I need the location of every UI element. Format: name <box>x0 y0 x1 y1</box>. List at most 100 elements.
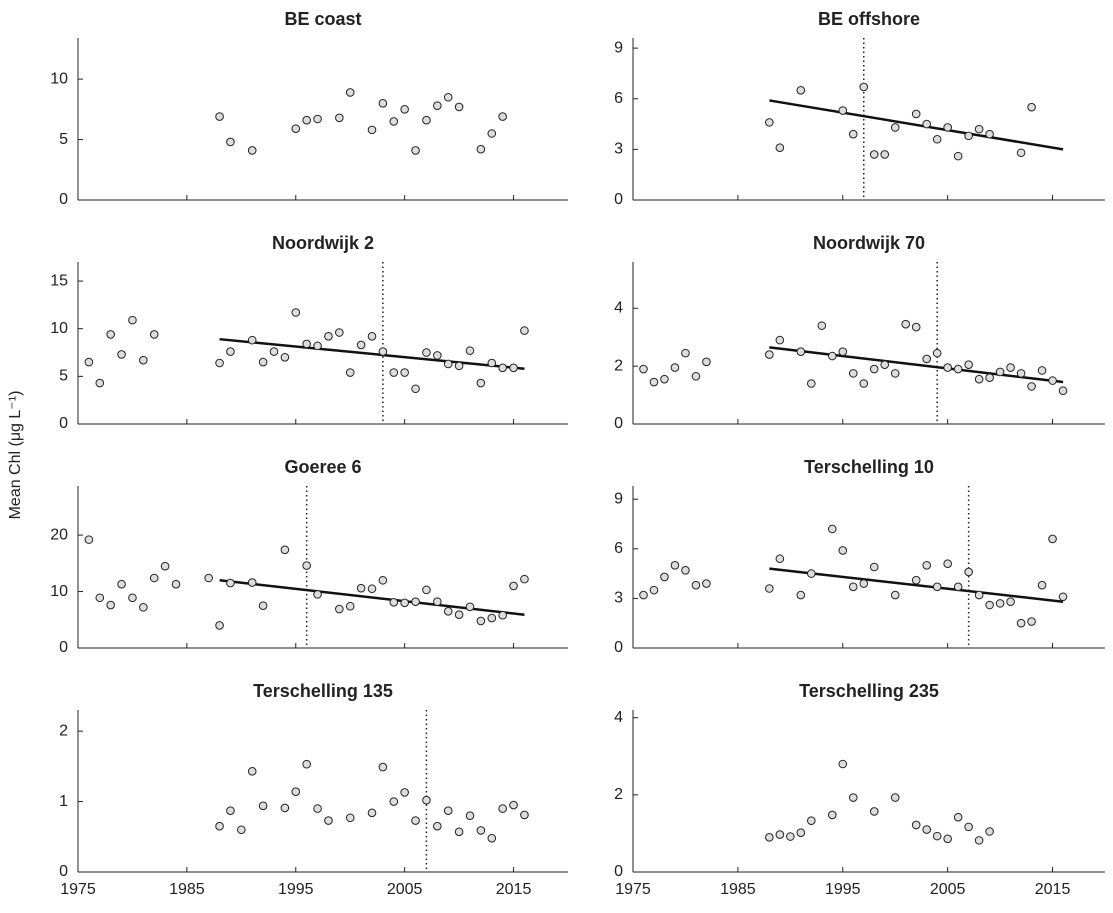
data-point <box>964 822 973 832</box>
data-point <box>160 561 170 571</box>
data-point <box>106 600 115 610</box>
data-point <box>247 766 257 776</box>
data-point <box>1058 386 1068 396</box>
data-point <box>691 371 701 381</box>
data-point <box>302 561 311 570</box>
panel-title: Terschelling 135 <box>253 681 393 701</box>
data-point <box>454 610 464 619</box>
data-point <box>827 351 837 361</box>
data-point <box>670 363 680 372</box>
data-point <box>848 369 858 378</box>
data-point <box>356 583 366 593</box>
data-point <box>1048 534 1057 544</box>
data-point <box>498 610 507 620</box>
data-point <box>411 384 420 394</box>
data-point <box>869 807 879 816</box>
data-point <box>890 590 900 600</box>
data-point <box>922 354 931 364</box>
data-point <box>995 367 1005 377</box>
data-point <box>1016 369 1026 378</box>
data-point <box>660 572 669 582</box>
data-point <box>953 812 963 822</box>
data-point <box>702 579 711 588</box>
data-point <box>302 339 311 349</box>
data-point <box>775 143 785 152</box>
data-point <box>411 146 420 155</box>
data-point <box>356 340 366 350</box>
panel-title: BE offshore <box>818 9 920 29</box>
data-point <box>859 82 869 92</box>
data-point <box>765 118 774 127</box>
y-tick-label: 6 <box>614 90 623 107</box>
y-tick-label: 6 <box>614 540 623 557</box>
data-point <box>932 582 942 592</box>
x-tick-label: 2005 <box>387 881 423 898</box>
y-tick-label: 0 <box>59 191 68 208</box>
data-point <box>280 352 290 362</box>
data-point <box>1006 363 1015 372</box>
data-point <box>389 597 399 607</box>
data-point <box>848 582 858 592</box>
x-tick-label: 2015 <box>1035 881 1071 898</box>
trend-line <box>769 99 1064 151</box>
data-point <box>827 810 837 820</box>
data-point <box>911 322 921 332</box>
data-point <box>313 590 322 599</box>
data-point <box>454 361 464 371</box>
data-point <box>932 831 942 841</box>
data-point <box>639 590 648 600</box>
data-point <box>807 816 816 826</box>
data-point <box>901 319 911 329</box>
data-point <box>95 378 105 388</box>
data-point <box>1016 148 1026 158</box>
data-point <box>974 374 984 384</box>
data-point <box>433 821 442 831</box>
y-tick-label: 4 <box>614 300 623 317</box>
data-point <box>807 379 816 388</box>
data-point <box>335 604 344 614</box>
data-point <box>660 374 669 384</box>
data-point <box>796 347 806 356</box>
data-point <box>509 800 518 810</box>
data-point <box>335 113 344 123</box>
data-point <box>139 603 148 612</box>
y-tick-label: 2 <box>614 357 623 374</box>
data-point <box>702 357 711 367</box>
data-point <box>985 129 994 139</box>
data-point <box>985 373 994 383</box>
data-point <box>258 601 268 610</box>
data-point <box>465 602 475 612</box>
data-point <box>639 364 648 374</box>
y-tick-label: 0 <box>59 863 68 880</box>
data-point <box>443 806 453 816</box>
data-point <box>215 621 224 630</box>
x-tick-label: 1995 <box>825 881 861 898</box>
data-point <box>389 797 399 806</box>
y-tick-label: 10 <box>50 320 68 337</box>
data-point <box>378 762 388 772</box>
data-point <box>911 820 921 830</box>
data-point <box>291 308 301 317</box>
data-point <box>1027 617 1036 626</box>
data-point <box>943 363 952 372</box>
data-point <box>943 834 952 844</box>
x-tick-label: 1975 <box>60 881 96 898</box>
data-point <box>943 123 952 132</box>
data-point <box>520 326 529 335</box>
data-point <box>838 347 848 356</box>
data-point <box>838 106 848 115</box>
data-point <box>226 137 235 147</box>
x-tick-label: 1995 <box>278 881 314 898</box>
data-point <box>848 129 858 139</box>
data-point <box>443 92 453 102</box>
data-point <box>953 582 963 592</box>
data-point <box>84 535 94 544</box>
data-point <box>487 358 497 368</box>
data-point <box>291 787 301 797</box>
data-point <box>443 359 453 369</box>
data-point <box>796 828 806 837</box>
data-point <box>1037 366 1047 375</box>
data-point <box>400 105 409 114</box>
data-point <box>149 330 159 339</box>
y-tick-label: 0 <box>59 415 68 432</box>
